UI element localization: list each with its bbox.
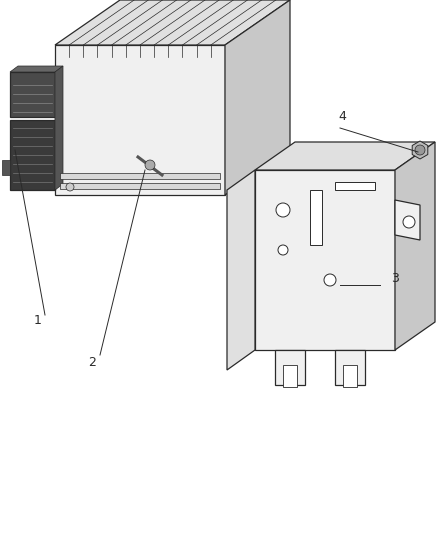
Polygon shape — [309, 190, 321, 245]
Text: 3: 3 — [390, 272, 398, 286]
Polygon shape — [342, 365, 356, 387]
Polygon shape — [334, 350, 364, 385]
Polygon shape — [60, 183, 219, 189]
Text: 1: 1 — [34, 313, 42, 327]
Polygon shape — [226, 170, 254, 370]
Polygon shape — [55, 45, 225, 195]
Polygon shape — [55, 0, 290, 45]
Polygon shape — [254, 170, 394, 350]
Circle shape — [402, 216, 414, 228]
Polygon shape — [411, 141, 427, 159]
Circle shape — [414, 145, 424, 155]
Circle shape — [277, 245, 287, 255]
Polygon shape — [2, 160, 10, 175]
Polygon shape — [394, 200, 419, 240]
Polygon shape — [274, 350, 304, 385]
Polygon shape — [254, 142, 434, 170]
Circle shape — [145, 160, 155, 170]
Circle shape — [276, 203, 290, 217]
Text: 2: 2 — [88, 357, 96, 369]
Polygon shape — [283, 365, 297, 387]
Circle shape — [66, 183, 74, 191]
Polygon shape — [394, 142, 434, 350]
Text: 4: 4 — [337, 109, 345, 123]
Polygon shape — [10, 72, 55, 117]
Polygon shape — [60, 173, 219, 179]
Polygon shape — [10, 120, 55, 190]
Polygon shape — [334, 182, 374, 190]
Circle shape — [323, 274, 335, 286]
Polygon shape — [10, 66, 63, 72]
Polygon shape — [225, 0, 290, 195]
Polygon shape — [55, 66, 63, 190]
